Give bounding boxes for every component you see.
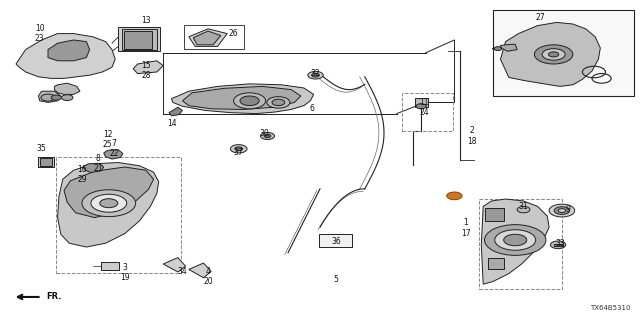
Bar <box>479 199 562 289</box>
Polygon shape <box>169 107 182 116</box>
Text: 9: 9 <box>566 205 571 214</box>
Text: 12
25: 12 25 <box>102 130 113 149</box>
Text: TX64B5310: TX64B5310 <box>590 305 630 311</box>
Bar <box>122 29 157 50</box>
Circle shape <box>554 207 570 214</box>
Text: 32: 32 <box>310 69 321 78</box>
Text: 7
22: 7 22 <box>109 139 118 158</box>
Polygon shape <box>38 91 61 102</box>
Polygon shape <box>163 258 186 272</box>
Bar <box>554 244 563 246</box>
Polygon shape <box>54 83 80 94</box>
Circle shape <box>82 190 136 217</box>
Polygon shape <box>182 86 301 109</box>
Bar <box>124 31 152 49</box>
Bar <box>56 157 181 273</box>
Bar <box>40 158 52 166</box>
Circle shape <box>548 52 559 57</box>
Text: 13: 13 <box>141 16 151 25</box>
Text: FR.: FR. <box>46 292 61 301</box>
Bar <box>184 25 244 49</box>
Polygon shape <box>481 199 549 284</box>
Circle shape <box>494 47 502 51</box>
Text: 33: 33 <box>555 239 565 248</box>
Text: 4
20: 4 20 <box>203 267 213 286</box>
Circle shape <box>51 95 61 100</box>
Circle shape <box>234 93 266 109</box>
Text: 26: 26 <box>228 29 239 38</box>
Circle shape <box>549 204 575 217</box>
Polygon shape <box>83 163 104 172</box>
Circle shape <box>308 71 323 79</box>
Text: 14: 14 <box>166 119 177 128</box>
Text: 1
17: 1 17 <box>461 218 471 237</box>
Text: 37: 37 <box>234 148 244 157</box>
Circle shape <box>41 94 55 101</box>
Circle shape <box>504 234 527 246</box>
Bar <box>488 258 504 269</box>
Bar <box>101 262 119 270</box>
Text: 30: 30 <box>259 129 269 138</box>
Circle shape <box>260 132 275 140</box>
Circle shape <box>235 147 243 151</box>
Circle shape <box>230 145 247 153</box>
Circle shape <box>495 230 536 250</box>
Text: 31: 31 <box>518 202 529 211</box>
Bar <box>415 98 428 107</box>
Text: 8
21: 8 21 <box>93 154 102 173</box>
Polygon shape <box>172 84 314 114</box>
Text: 10
23: 10 23 <box>35 24 45 43</box>
Circle shape <box>272 99 285 106</box>
Text: 3
19: 3 19 <box>120 263 130 282</box>
Circle shape <box>100 199 118 208</box>
Polygon shape <box>189 29 227 46</box>
Circle shape <box>91 194 127 212</box>
Bar <box>38 157 54 167</box>
Text: 16
29: 16 29 <box>77 165 87 184</box>
Bar <box>485 208 504 221</box>
Circle shape <box>517 206 530 213</box>
Polygon shape <box>16 34 115 78</box>
Bar <box>493 10 634 96</box>
Polygon shape <box>64 167 154 218</box>
Circle shape <box>550 241 566 249</box>
Circle shape <box>61 95 73 100</box>
Polygon shape <box>104 150 123 159</box>
Polygon shape <box>193 31 221 45</box>
Circle shape <box>240 96 259 106</box>
Text: 11
24: 11 24 <box>419 98 429 117</box>
Text: 34: 34 <box>177 267 188 276</box>
Polygon shape <box>500 44 517 51</box>
Circle shape <box>312 73 319 77</box>
Text: 6: 6 <box>310 104 315 113</box>
Circle shape <box>264 134 271 138</box>
Text: 36: 36 <box>331 237 341 246</box>
Bar <box>402 93 453 131</box>
Polygon shape <box>189 263 211 278</box>
Text: 5: 5 <box>333 276 339 284</box>
Text: 35: 35 <box>36 144 47 153</box>
Circle shape <box>447 192 462 200</box>
Text: 15
28: 15 28 <box>141 61 151 80</box>
Circle shape <box>558 209 566 212</box>
Text: 2
18: 2 18 <box>468 126 477 146</box>
Circle shape <box>484 225 546 255</box>
Circle shape <box>542 49 565 60</box>
Bar <box>319 234 352 247</box>
Polygon shape <box>500 22 600 86</box>
Bar <box>118 27 160 51</box>
Text: 27: 27 <box>536 13 546 22</box>
Circle shape <box>267 97 290 108</box>
Circle shape <box>534 45 573 64</box>
Circle shape <box>416 104 426 109</box>
Polygon shape <box>133 61 163 74</box>
Polygon shape <box>48 40 90 61</box>
Polygon shape <box>58 163 159 247</box>
